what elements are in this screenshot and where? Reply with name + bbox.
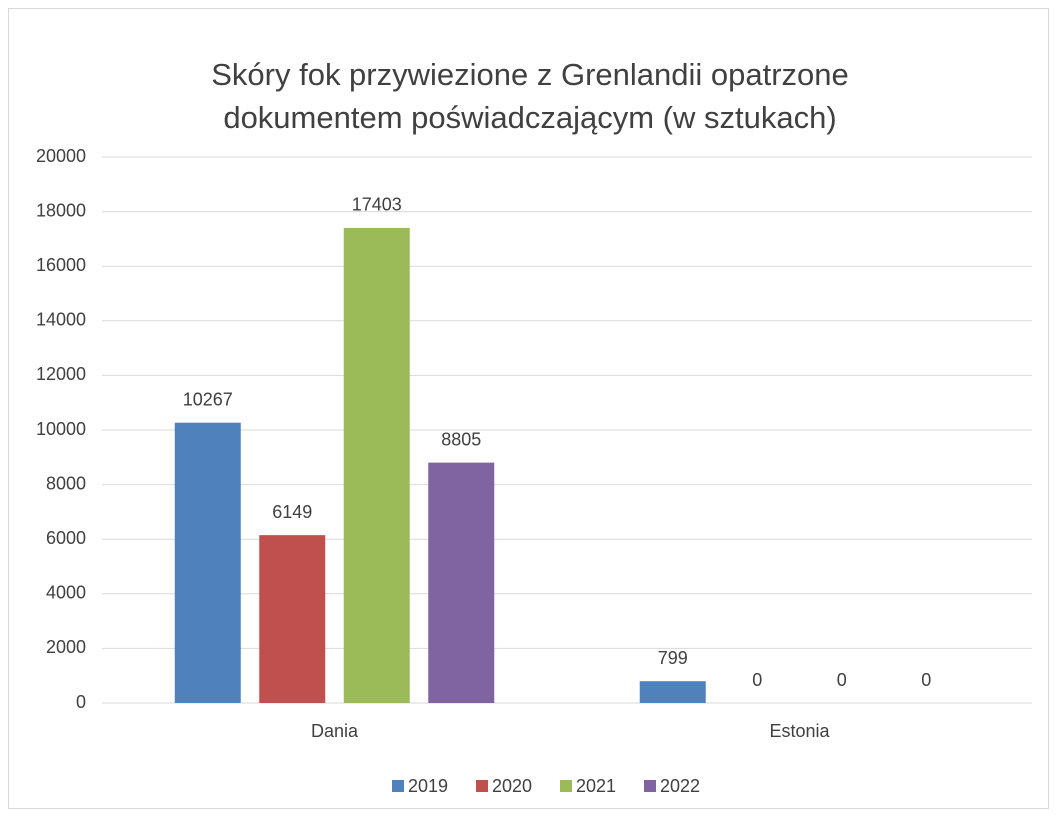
y-tick-label: 0 <box>76 692 86 712</box>
legend-swatch <box>560 780 572 792</box>
y-tick-label: 2000 <box>46 637 86 657</box>
legend-label: 2019 <box>408 776 448 796</box>
bar <box>639 681 706 703</box>
data-label: 8805 <box>441 429 481 449</box>
data-label: 17403 <box>352 195 402 215</box>
bar <box>259 535 326 703</box>
legend-label: 2021 <box>576 776 616 796</box>
bar <box>174 422 241 703</box>
y-tick-label: 4000 <box>46 583 86 603</box>
legend-swatch <box>392 780 404 792</box>
x-tick-label: Estonia <box>769 721 830 741</box>
y-tick-label: 18000 <box>36 200 86 220</box>
y-tick-label: 16000 <box>36 255 86 275</box>
data-label: 0 <box>752 670 762 690</box>
data-label: 0 <box>921 670 931 690</box>
chart-title: Skóry fok przywiezione z Grenlandii opat… <box>211 57 849 92</box>
y-tick-label: 14000 <box>36 310 86 330</box>
data-label: 799 <box>658 648 688 668</box>
bar <box>428 462 495 703</box>
chart-title: dokumentem poświadczającym (w sztukach) <box>223 100 836 135</box>
legend-swatch <box>644 780 656 792</box>
legend-label: 2020 <box>492 776 532 796</box>
data-label: 0 <box>837 670 847 690</box>
y-tick-label: 10000 <box>36 419 86 439</box>
data-label: 10267 <box>183 389 233 409</box>
y-tick-label: 12000 <box>36 364 86 384</box>
legend-label: 2022 <box>660 776 700 796</box>
bar <box>343 227 410 703</box>
x-tick-label: Dania <box>311 721 359 741</box>
y-tick-label: 6000 <box>46 528 86 548</box>
y-tick-label: 8000 <box>46 473 86 493</box>
data-label: 6149 <box>272 502 312 522</box>
y-tick-label: 20000 <box>36 146 86 166</box>
legend-swatch <box>476 780 488 792</box>
